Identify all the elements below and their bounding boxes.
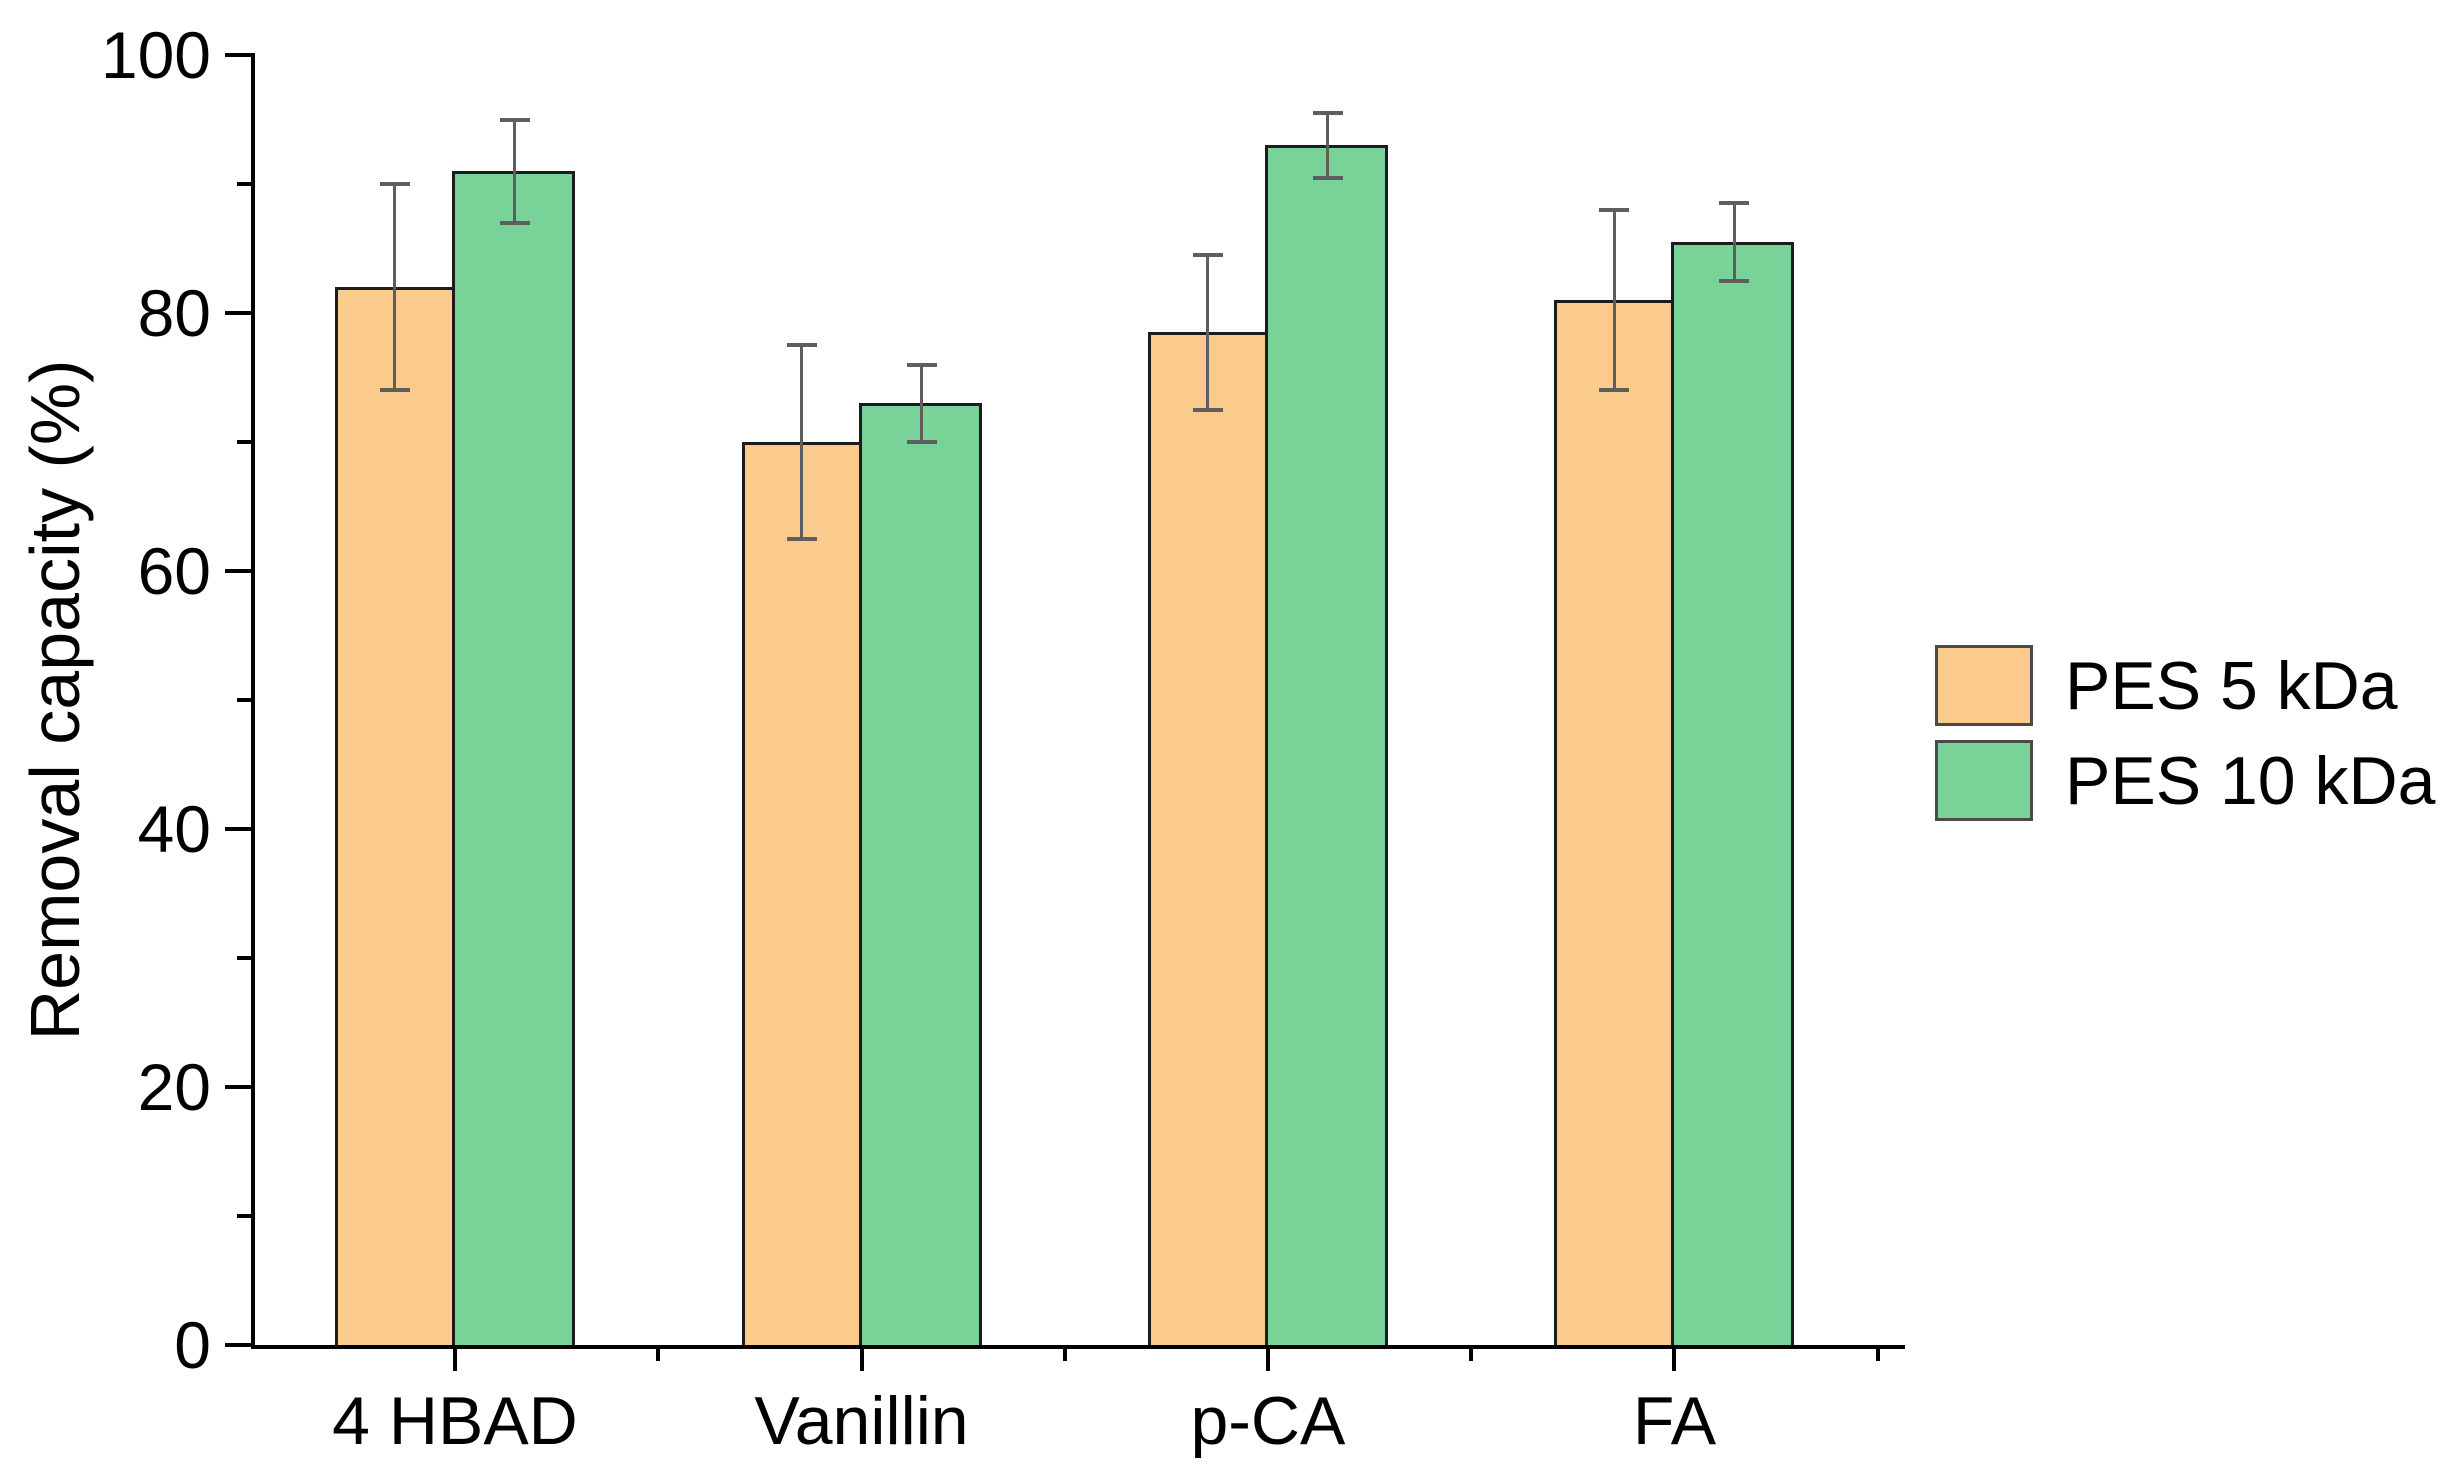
y-tick-label-0: 0 [174, 1308, 211, 1382]
error-bar-cap-top-0-0 [379, 182, 410, 186]
y-major-tick-80 [225, 311, 251, 315]
error-bar-cap-bottom-1-1 [906, 440, 937, 444]
y-major-tick-20 [225, 1085, 251, 1089]
error-bar-cap-top-1-1 [906, 362, 937, 367]
error-bar-0-3 [1612, 209, 1616, 391]
bar-pes-10-kda-2 [1264, 145, 1388, 1345]
bar-pes-5-kda-3 [1554, 300, 1675, 1345]
error-bar-cap-top-1-3 [1719, 201, 1750, 206]
legend-item-pes-10kda: PES 10 kDa [1935, 740, 2435, 821]
y-tick-label-100: 100 [100, 18, 211, 92]
bar-pes-5-kda-1 [741, 442, 862, 1345]
y-tick-label-60: 60 [137, 534, 211, 608]
y-minor-tick-70 [237, 440, 251, 444]
bar-pes-10-kda-3 [1671, 242, 1795, 1345]
error-bar-cap-top-0-1 [786, 343, 817, 348]
error-bar-0-0 [393, 184, 397, 391]
y-major-tick-0 [225, 1343, 251, 1347]
x-category-label-2: p-CA [1190, 1383, 1346, 1459]
x-category-label-0: 4 HBAD [332, 1383, 578, 1459]
error-bar-0-1 [800, 345, 804, 539]
error-bar-cap-bottom-0-1 [786, 536, 817, 541]
bar-pes-5-kda-0 [334, 287, 455, 1345]
x-boundary-tick-1 [1062, 1345, 1067, 1361]
x-category-label-3: FA [1632, 1383, 1717, 1459]
plot-area: 0 20 40 60 80 100 4 HBAD Vanillin p-CA FA [101, 22, 1905, 1455]
x-category-label-1: Vanillin [754, 1383, 969, 1459]
y-minor-tick-30 [237, 956, 251, 960]
y-major-tick-40 [225, 827, 251, 831]
error-bar-1-1 [920, 364, 924, 442]
y-tick-label-80: 80 [137, 276, 211, 350]
legend-swatch-pes-5kda [1935, 645, 2033, 726]
x-major-tick-2 [1265, 1345, 1270, 1371]
bar-pes-5-kda-2 [1147, 332, 1268, 1345]
x-major-tick-1 [859, 1345, 864, 1371]
y-minor-tick-50 [237, 698, 251, 702]
error-bar-1-2 [1326, 113, 1330, 178]
bar-pes-10-kda-0 [451, 171, 575, 1345]
x-boundary-tick-3 [1875, 1345, 1880, 1361]
error-bar-cap-bottom-0-0 [379, 388, 410, 393]
error-bar-cap-top-1-0 [499, 117, 530, 122]
error-bar-1-3 [1732, 203, 1736, 281]
y-axis-line [251, 53, 255, 1349]
legend-label-pes-10kda: PES 10 kDa [2065, 742, 2436, 819]
error-bar-cap-bottom-1-0 [499, 220, 530, 225]
legend-item-pes-5kda: PES 5 kDa [1935, 645, 2435, 726]
error-bar-cap-top-0-2 [1192, 252, 1223, 257]
legend: PES 5 kDa PES 10 kDa [1935, 645, 2435, 835]
y-tick-label-40: 40 [137, 792, 211, 866]
y-minor-tick-10 [237, 1214, 251, 1218]
y-major-tick-60 [225, 569, 251, 573]
error-bar-cap-bottom-0-3 [1599, 388, 1630, 393]
error-bar-cap-bottom-1-2 [1312, 175, 1343, 180]
legend-label-pes-5kda: PES 5 kDa [2065, 647, 2398, 724]
error-bar-cap-top-0-3 [1599, 207, 1630, 212]
x-major-tick-3 [1672, 1345, 1677, 1371]
bar-pes-10-kda-1 [858, 403, 982, 1345]
x-boundary-tick-2 [1469, 1345, 1474, 1361]
y-tick-label-20: 20 [137, 1050, 211, 1124]
x-axis-line [251, 1345, 1905, 1349]
x-major-tick-0 [452, 1345, 457, 1371]
y-axis-title: Removal capacity (%) [16, 359, 94, 1041]
error-bar-cap-bottom-0-2 [1192, 407, 1223, 412]
y-major-tick-100 [225, 53, 251, 57]
error-bar-1-0 [513, 119, 517, 223]
error-bar-cap-bottom-1-3 [1719, 278, 1750, 283]
legend-swatch-pes-10kda [1935, 740, 2033, 821]
error-bar-0-2 [1206, 254, 1210, 410]
x-boundary-tick-0 [656, 1345, 661, 1361]
error-bar-cap-top-1-2 [1312, 111, 1343, 116]
y-minor-tick-90 [237, 182, 251, 186]
